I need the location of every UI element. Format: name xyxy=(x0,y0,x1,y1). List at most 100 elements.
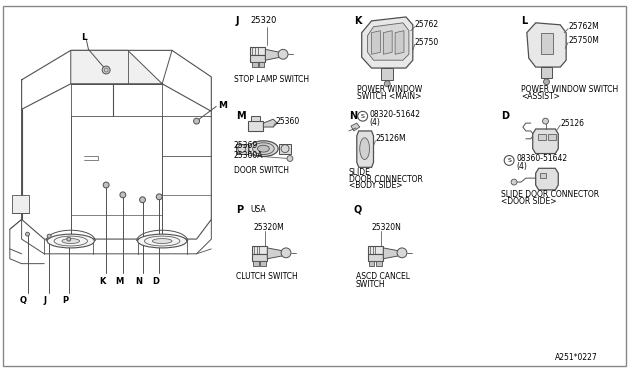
Text: M: M xyxy=(218,101,227,110)
Polygon shape xyxy=(356,131,374,167)
Text: L: L xyxy=(81,33,86,42)
Polygon shape xyxy=(236,144,248,154)
Ellipse shape xyxy=(152,238,172,244)
Text: 25320: 25320 xyxy=(251,16,277,25)
Ellipse shape xyxy=(360,138,369,160)
Polygon shape xyxy=(383,31,392,54)
Text: 08360-51642: 08360-51642 xyxy=(516,154,567,163)
Circle shape xyxy=(156,194,162,200)
Text: SWITCH: SWITCH xyxy=(356,280,385,289)
Text: DOOR CONNECTOR: DOOR CONNECTOR xyxy=(349,174,423,184)
Text: <ASSIST>: <ASSIST> xyxy=(521,92,560,101)
Polygon shape xyxy=(367,246,383,254)
Polygon shape xyxy=(395,31,404,54)
Ellipse shape xyxy=(249,141,278,157)
Polygon shape xyxy=(541,33,554,54)
Bar xyxy=(538,134,545,140)
Text: 25750M: 25750M xyxy=(568,36,599,45)
Polygon shape xyxy=(250,55,266,62)
Text: POWER WINDOW SWITCH: POWER WINDOW SWITCH xyxy=(521,85,618,94)
Text: D: D xyxy=(152,277,159,286)
Circle shape xyxy=(543,79,549,85)
Text: K: K xyxy=(99,277,106,286)
Ellipse shape xyxy=(47,234,94,248)
Ellipse shape xyxy=(253,143,274,154)
Text: A251*0227: A251*0227 xyxy=(556,353,598,362)
Circle shape xyxy=(103,182,109,188)
Text: 25320N: 25320N xyxy=(372,223,401,232)
Text: <BODY SIDE>: <BODY SIDE> xyxy=(349,182,403,190)
Bar xyxy=(260,261,266,266)
Text: P: P xyxy=(62,296,68,305)
Polygon shape xyxy=(251,116,260,121)
Circle shape xyxy=(511,179,517,185)
Text: 25360: 25360 xyxy=(275,117,300,126)
Polygon shape xyxy=(250,47,266,55)
Ellipse shape xyxy=(62,238,79,244)
Text: N: N xyxy=(349,111,357,121)
Bar xyxy=(253,261,259,266)
Bar xyxy=(376,261,382,266)
Circle shape xyxy=(358,111,367,121)
Circle shape xyxy=(26,232,29,236)
Text: Q: Q xyxy=(20,296,27,305)
Ellipse shape xyxy=(138,234,187,248)
Text: SLIDE: SLIDE xyxy=(349,168,371,177)
Text: SWITCH <MAIN>: SWITCH <MAIN> xyxy=(356,92,421,101)
Circle shape xyxy=(397,248,407,258)
Polygon shape xyxy=(367,254,383,261)
Text: 08320-51642: 08320-51642 xyxy=(369,110,420,119)
Text: K: K xyxy=(354,16,362,26)
Circle shape xyxy=(67,237,71,241)
Circle shape xyxy=(384,81,390,87)
Text: J: J xyxy=(236,16,239,26)
Polygon shape xyxy=(252,246,268,254)
Text: J: J xyxy=(44,296,47,305)
Text: N: N xyxy=(135,277,142,286)
Polygon shape xyxy=(351,123,360,131)
Text: 25762M: 25762M xyxy=(568,22,599,31)
Polygon shape xyxy=(279,144,291,154)
Text: POWER WINDOW: POWER WINDOW xyxy=(356,85,422,94)
Text: ASCD CANCEL: ASCD CANCEL xyxy=(356,272,410,281)
Text: CLUTCH SWITCH: CLUTCH SWITCH xyxy=(236,272,298,281)
Bar xyxy=(259,62,264,67)
Polygon shape xyxy=(362,17,413,68)
Text: USA: USA xyxy=(251,205,266,214)
Text: 25320M: 25320M xyxy=(253,223,284,232)
Polygon shape xyxy=(532,129,558,154)
Polygon shape xyxy=(527,23,566,67)
Circle shape xyxy=(47,234,51,238)
Polygon shape xyxy=(71,50,162,84)
Circle shape xyxy=(278,49,288,59)
Polygon shape xyxy=(536,168,558,190)
Polygon shape xyxy=(367,23,409,60)
Polygon shape xyxy=(248,121,264,131)
Text: S: S xyxy=(361,114,365,119)
Text: D: D xyxy=(501,111,509,121)
Text: 25369: 25369 xyxy=(234,141,258,150)
Text: M: M xyxy=(236,111,246,121)
Text: 25750: 25750 xyxy=(415,38,439,47)
Bar xyxy=(252,62,257,67)
Text: DOOR SWITCH: DOOR SWITCH xyxy=(234,166,289,175)
Bar xyxy=(12,195,29,212)
Polygon shape xyxy=(264,119,277,127)
Text: L: L xyxy=(521,16,527,26)
Circle shape xyxy=(504,155,514,166)
Bar xyxy=(369,261,374,266)
Text: 25360A: 25360A xyxy=(234,151,264,160)
Circle shape xyxy=(194,118,200,124)
Polygon shape xyxy=(541,67,552,78)
Ellipse shape xyxy=(257,145,269,152)
Circle shape xyxy=(281,248,291,258)
Bar xyxy=(548,134,556,140)
Bar xyxy=(540,173,547,178)
Circle shape xyxy=(140,197,145,203)
Circle shape xyxy=(287,155,293,161)
Text: 25126: 25126 xyxy=(560,119,584,128)
Text: P: P xyxy=(236,205,243,215)
Polygon shape xyxy=(383,248,399,259)
Polygon shape xyxy=(252,254,268,261)
Text: (4): (4) xyxy=(516,162,527,171)
